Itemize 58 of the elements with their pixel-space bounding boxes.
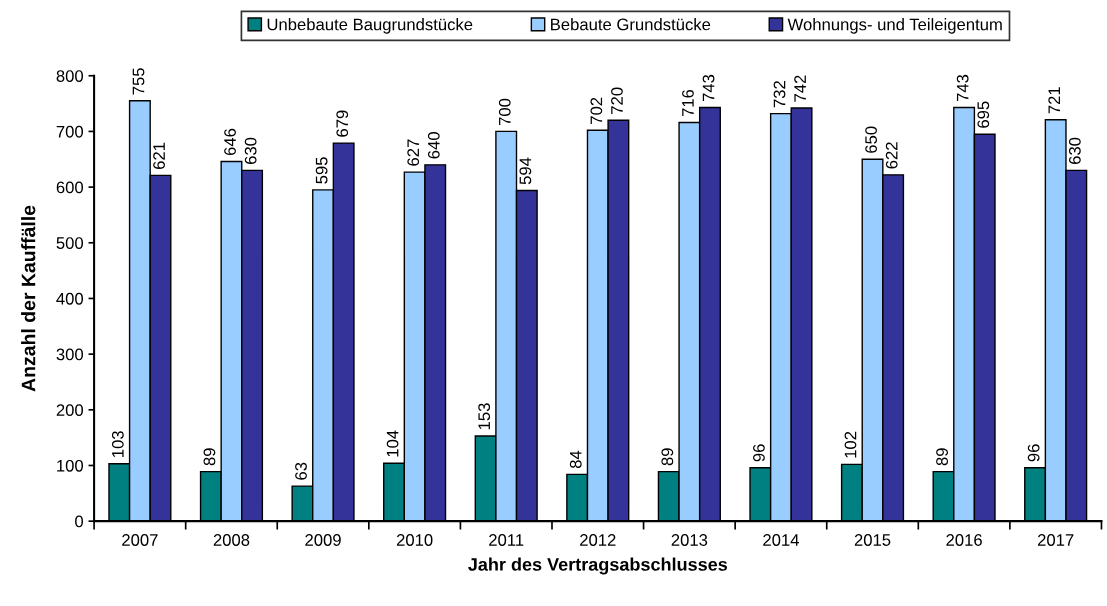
x-tick-label: 2010 (396, 534, 433, 546)
x-tick-label: 2016 (946, 534, 982, 546)
data-label: 721 (1048, 87, 1060, 114)
data-label: 650 (865, 126, 877, 153)
y-tick-label: 500 (56, 237, 84, 249)
y-tick-label: 400 (56, 292, 84, 305)
data-label: 630 (244, 137, 257, 164)
data-label: 622 (885, 142, 898, 169)
y-tick-label: 200 (56, 404, 84, 417)
legend-label: Unbebaute Baugrundstücke (267, 18, 473, 34)
data-label: 153 (478, 403, 491, 430)
y-axis-title: Anzahl der Kauffälle (21, 205, 36, 392)
x-tick-label: 2007 (122, 534, 158, 546)
data-label: 84 (569, 450, 582, 469)
data-label: 594 (519, 157, 532, 185)
data-label: 716 (682, 89, 694, 117)
x-tick-label: 2012 (580, 534, 616, 546)
x-tick-label: 2013 (671, 534, 708, 546)
data-label: 595 (315, 157, 328, 184)
data-label: 640 (427, 132, 440, 159)
x-tick-label: 2009 (305, 534, 341, 546)
data-label: 743 (702, 74, 715, 102)
data-label: 96 (1027, 444, 1040, 462)
legend-label: Bebaute Grundstücke (551, 18, 711, 31)
legend-label: Wohnungs- und Teileigentum (787, 18, 1002, 34)
data-label: 695 (977, 101, 990, 128)
y-tick-label: 100 (57, 459, 84, 472)
data-label: 755 (132, 68, 145, 95)
x-axis-title: Jahr des Vertragsabschlusses (468, 557, 728, 575)
data-label: 63 (295, 462, 307, 480)
data-label: 102 (844, 431, 857, 458)
y-tick-label: 300 (56, 348, 84, 361)
x-tick-label: 2017 (1037, 534, 1074, 546)
y-tick-label: 0 (75, 515, 84, 528)
data-label: 89 (203, 448, 216, 466)
data-label: 103 (111, 431, 124, 457)
data-label: 104 (386, 430, 399, 457)
data-label: 627 (407, 139, 420, 166)
y-tick-label: 800 (56, 70, 84, 82)
data-label: 646 (224, 128, 236, 156)
data-label: 621 (153, 142, 165, 170)
data-label: 702 (590, 97, 603, 124)
data-label: 720 (611, 87, 623, 114)
x-tick-label: 2008 (213, 534, 250, 546)
y-tick-label: 600 (56, 181, 84, 194)
data-label: 700 (498, 98, 511, 126)
data-label: 742 (794, 75, 806, 102)
data-label: 732 (773, 81, 786, 108)
data-label: 743 (956, 74, 969, 102)
x-tick-label: 2011 (489, 534, 524, 546)
data-label: 89 (936, 448, 948, 466)
data-label: 679 (336, 110, 349, 137)
y-tick-label: 700 (56, 125, 84, 138)
data-label: 630 (1068, 137, 1081, 164)
data-label: 96 (753, 444, 765, 462)
data-label: 89 (661, 448, 674, 466)
x-tick-label: 2015 (854, 534, 891, 546)
x-tick-label: 2014 (763, 534, 799, 546)
